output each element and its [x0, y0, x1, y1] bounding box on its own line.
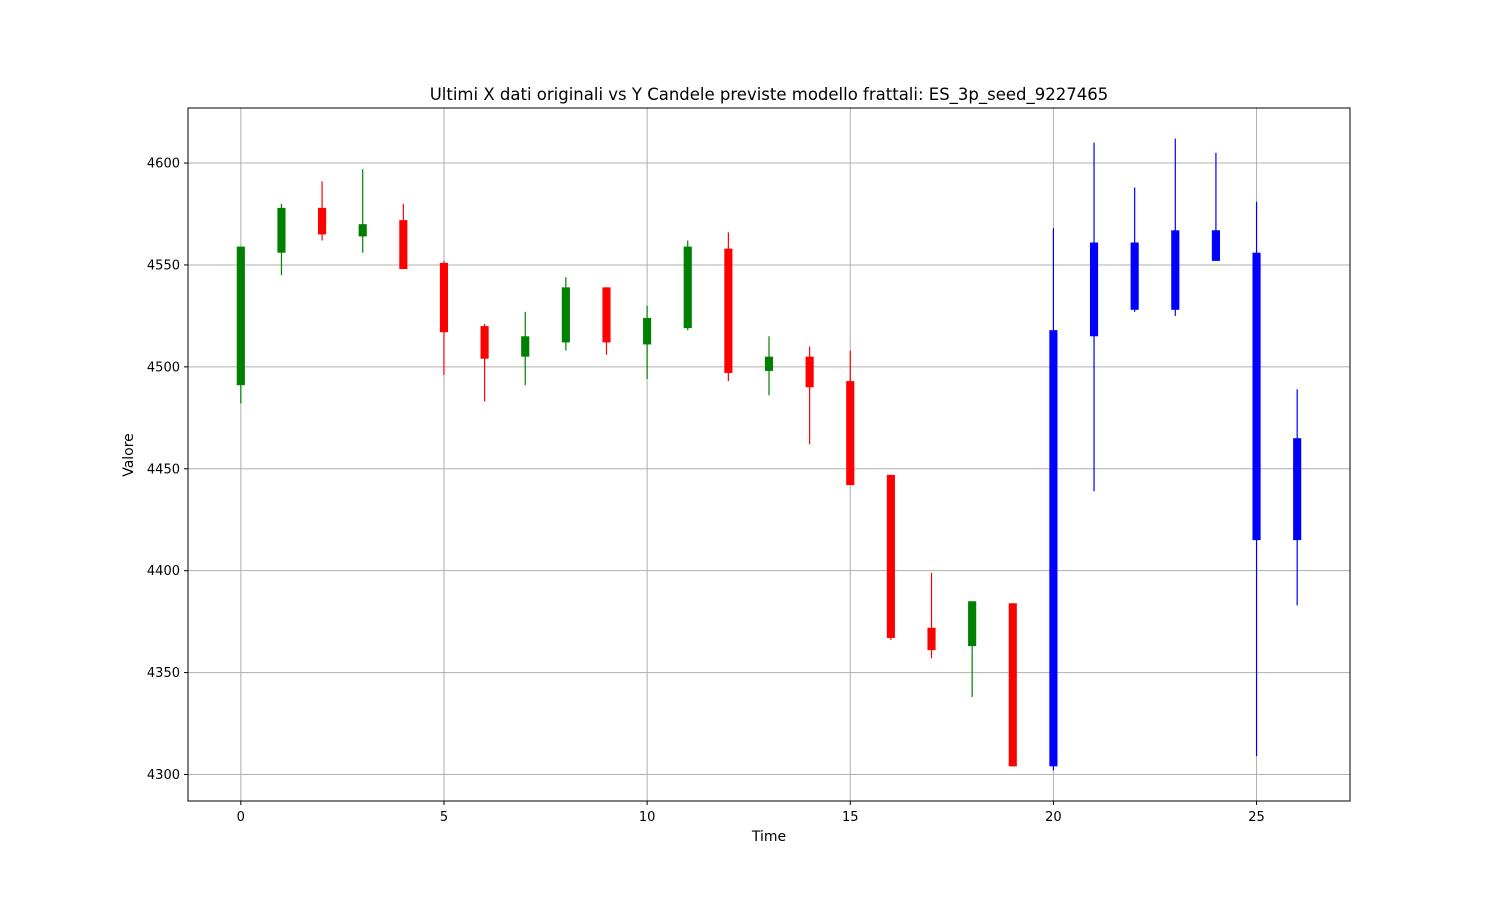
candle	[399, 203, 408, 270]
candle	[1293, 389, 1302, 606]
candle-body	[318, 207, 327, 235]
y-axis-label: Valore	[121, 433, 137, 477]
candle	[602, 287, 611, 355]
candle-body	[683, 246, 692, 329]
candle-body	[886, 474, 895, 638]
plot-area-frame	[187, 107, 1351, 802]
x-tick-label: 25	[1248, 810, 1265, 825]
candle	[1008, 603, 1017, 767]
candle-body	[764, 356, 774, 371]
y-tick-label: 4350	[147, 666, 180, 681]
candle	[561, 277, 570, 351]
candle-body	[1252, 252, 1261, 541]
candle	[805, 346, 814, 445]
candle	[318, 181, 327, 241]
y-tick-label: 4300	[147, 768, 180, 783]
candle-body	[399, 220, 408, 270]
candle	[1211, 152, 1220, 261]
candle-body	[1049, 330, 1058, 767]
candle	[1171, 138, 1180, 316]
candle-body	[480, 326, 489, 359]
candle	[846, 350, 855, 486]
x-tick-label: 0	[237, 810, 245, 825]
candle	[724, 232, 733, 382]
x-axis-label: Time	[751, 829, 786, 845]
candle-body	[1171, 230, 1180, 310]
x-tick-label: 15	[842, 810, 859, 825]
y-tick-label: 4550	[147, 258, 180, 273]
candle-body	[1293, 438, 1302, 541]
y-tick-label: 4450	[147, 462, 180, 477]
candle	[1089, 142, 1099, 492]
candle-body	[846, 381, 855, 486]
candle	[1049, 228, 1058, 771]
candle-body	[927, 627, 936, 651]
x-tick-label: 5	[440, 810, 448, 825]
candles	[236, 138, 1302, 771]
candle-body	[805, 356, 814, 388]
candle	[521, 311, 530, 386]
chart-title: Ultimi X dati originali vs Y Candele pre…	[430, 85, 1109, 105]
candle	[1130, 187, 1139, 312]
candle	[1252, 201, 1261, 757]
x-tick-label: 10	[639, 810, 656, 825]
candle	[277, 203, 286, 276]
candle	[439, 260, 449, 376]
candle-body	[561, 287, 570, 343]
candle-body	[724, 248, 733, 373]
candle-body	[277, 207, 286, 253]
candle	[358, 169, 367, 253]
candle-body	[1089, 242, 1099, 337]
candle-body	[521, 336, 530, 357]
candle	[683, 240, 692, 331]
axis-ticks: 0 5 10 15 20 25 4300 4350 4400 4450 4500 4550 4600	[147, 157, 1265, 825]
candle-body	[439, 262, 449, 333]
candle-body	[643, 317, 652, 345]
candle-body	[968, 601, 977, 647]
x-tick-label: 20	[1045, 810, 1062, 825]
candle-body	[1130, 242, 1139, 310]
candle-body	[1008, 603, 1017, 767]
candle	[764, 336, 774, 396]
candle-body	[358, 224, 367, 237]
candle	[927, 572, 936, 659]
candle	[968, 601, 977, 698]
candle-body	[236, 246, 245, 386]
candle	[886, 474, 895, 640]
y-tick-label: 4500	[147, 360, 180, 375]
candle	[480, 324, 489, 402]
y-tick-label: 4400	[147, 564, 180, 579]
candle-body	[1211, 230, 1220, 261]
candle	[236, 246, 245, 404]
candle	[643, 305, 652, 380]
y-tick-label: 4600	[147, 157, 180, 172]
candle-body	[602, 287, 611, 343]
